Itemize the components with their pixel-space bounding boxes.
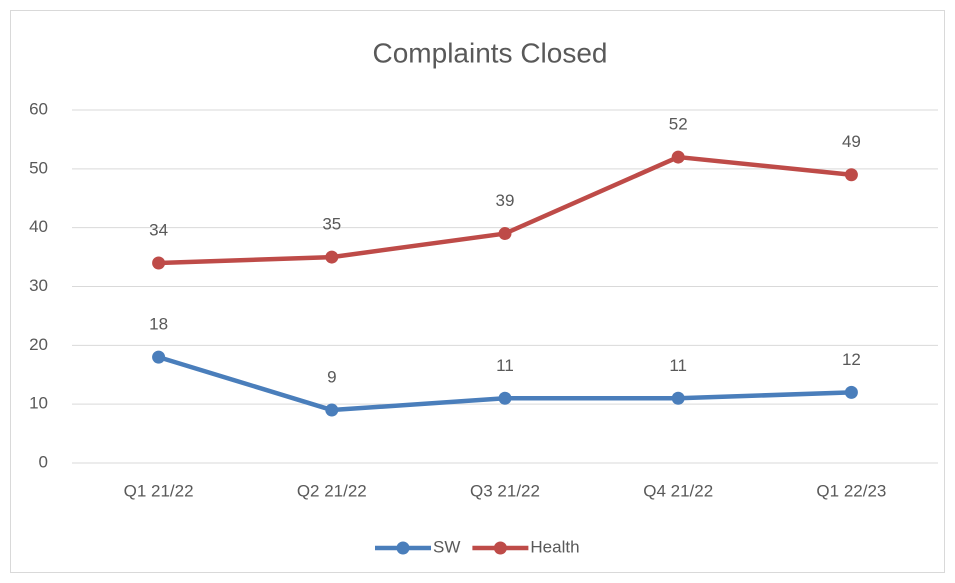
y-tick-label: 50 [29, 158, 48, 177]
x-tick-label: Q1 22/23 [816, 481, 886, 500]
data-point [152, 350, 166, 364]
y-tick-label: 40 [29, 217, 48, 236]
data-label: 11 [669, 356, 687, 375]
chart-border [10, 10, 945, 573]
y-tick-label: 60 [29, 99, 48, 118]
legend-marker [493, 541, 507, 555]
legend-label: Health [530, 537, 579, 556]
data-point [498, 227, 512, 241]
data-point [325, 403, 339, 417]
y-tick-label: 20 [29, 335, 48, 354]
x-tick-label: Q2 21/22 [297, 481, 367, 500]
data-label: 39 [496, 191, 515, 210]
data-label: 12 [842, 350, 861, 369]
data-point [671, 391, 685, 405]
data-point [844, 385, 858, 399]
data-point [498, 391, 512, 405]
x-tick-label: Q1 21/22 [124, 481, 194, 500]
y-tick-label: 10 [29, 394, 48, 413]
data-point [152, 256, 166, 270]
x-tick-label: Q4 21/22 [643, 481, 713, 500]
legend-label: SW [433, 537, 460, 556]
data-label: 11 [496, 356, 514, 375]
data-label: 9 [327, 368, 336, 387]
chart-title: Complaints Closed [373, 37, 608, 68]
data-label: 52 [669, 115, 688, 134]
data-point [325, 250, 339, 264]
data-label: 49 [842, 132, 861, 151]
data-label: 34 [149, 220, 168, 239]
x-tick-label: Q3 21/22 [470, 481, 540, 500]
y-tick-label: 0 [39, 452, 48, 471]
legend-marker [396, 541, 410, 555]
y-tick-label: 30 [29, 276, 48, 295]
data-point [671, 150, 685, 164]
data-label: 35 [322, 215, 341, 234]
data-label: 18 [149, 315, 168, 334]
data-point [844, 168, 858, 182]
